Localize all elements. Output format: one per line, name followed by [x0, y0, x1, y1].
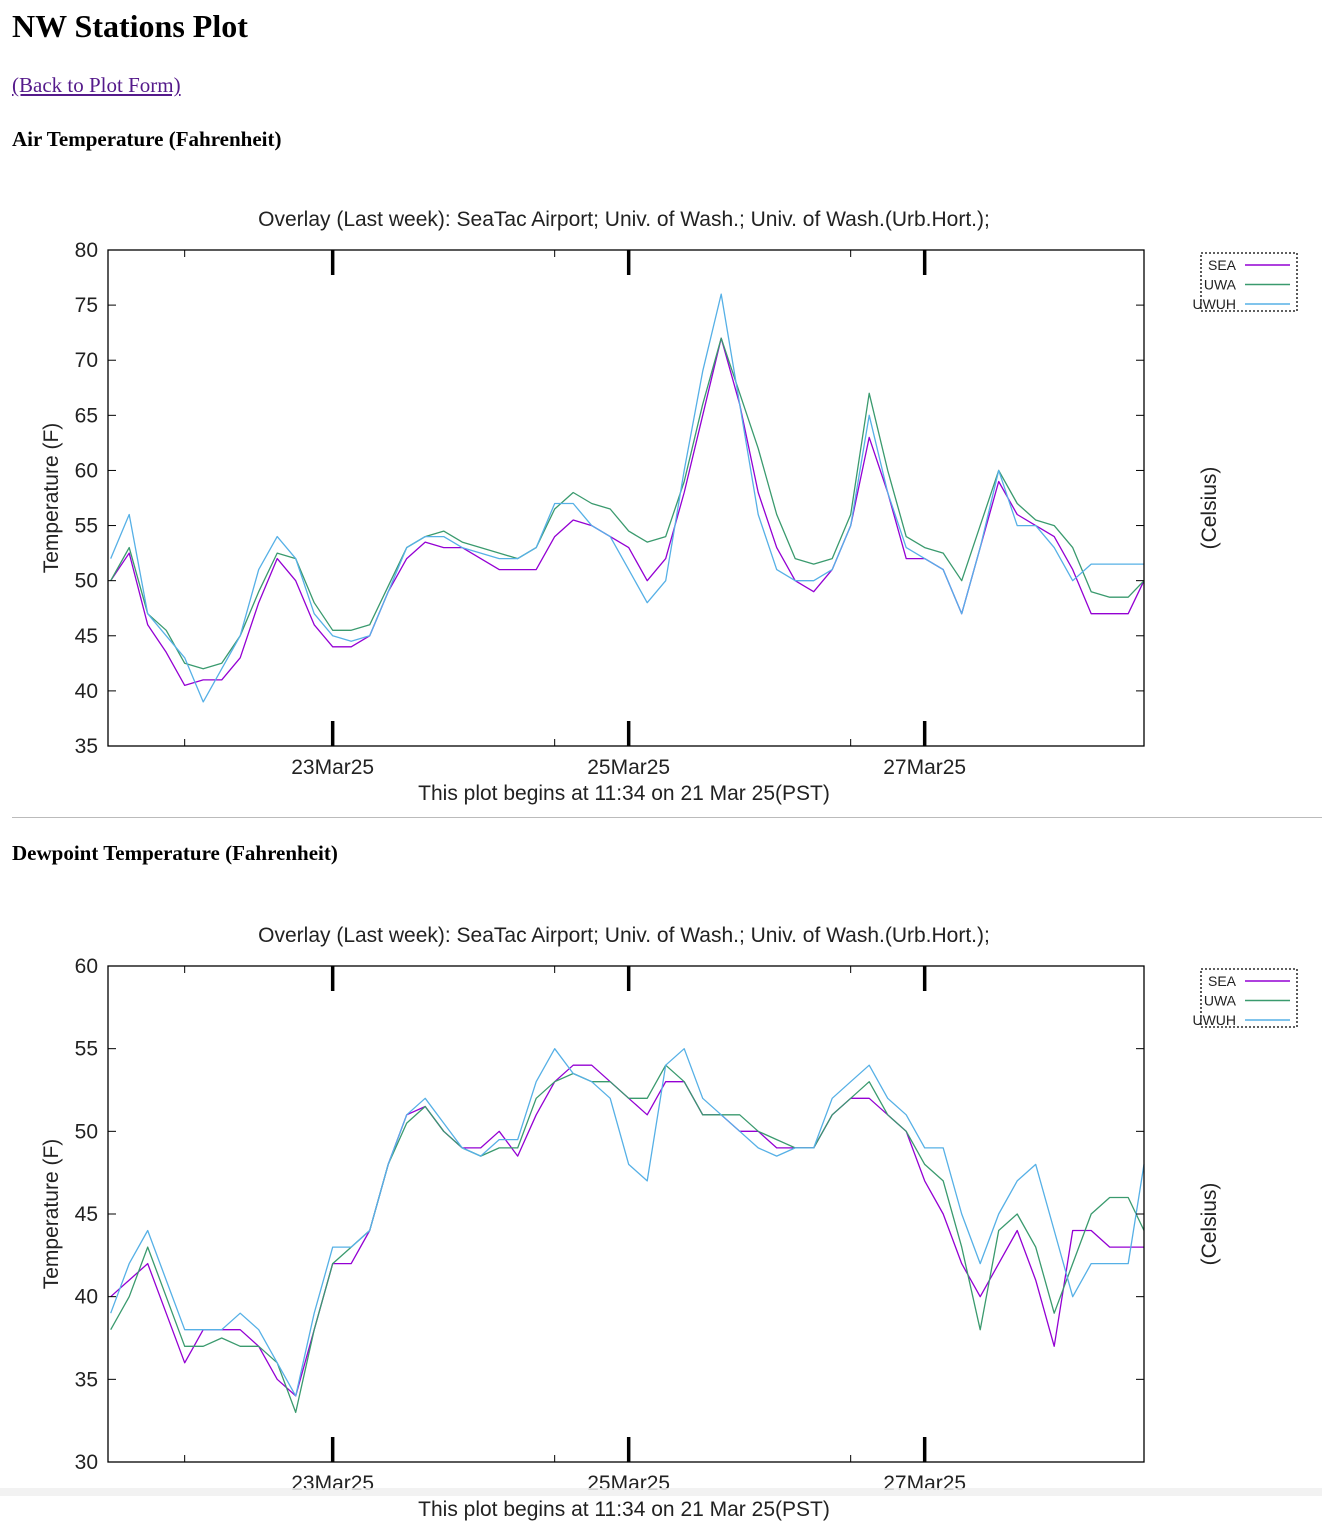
divider	[12, 817, 1322, 818]
y-tick-label: 40	[75, 1286, 98, 1309]
y-axis-label: Temperature (F)	[40, 1139, 63, 1290]
y-tick-label: 65	[75, 404, 98, 427]
viewport-edge	[0, 1488, 1322, 1496]
y-tick-label: 50	[75, 570, 98, 593]
y-tick-label: 30	[75, 1451, 98, 1474]
y-tick-label: 60	[75, 459, 98, 482]
series-line-uwa	[110, 1064, 1145, 1414]
legend-label-uwuh: UWUH	[1192, 296, 1236, 312]
page-title: NW Stations Plot	[12, 8, 248, 44]
y-tick-label: 70	[75, 349, 98, 372]
y-tick-label: 50	[75, 1120, 98, 1143]
y-axis-label: Temperature (F)	[40, 423, 63, 574]
plot-frame	[107, 965, 1145, 1463]
legend-label-uwuh: UWUH	[1192, 1012, 1236, 1028]
legend-label-sea: SEA	[1208, 257, 1237, 273]
plot-frame	[107, 249, 1145, 747]
series-line-uwuh	[110, 293, 1144, 703]
series-line-sea	[110, 1064, 1144, 1397]
y-tick-label: 45	[75, 1203, 98, 1226]
y-tick-label: 55	[75, 515, 98, 538]
legend-box	[1200, 968, 1298, 1028]
y-tick-label: 80	[75, 239, 98, 262]
y-tick-label: 55	[75, 1038, 98, 1061]
plot-begin-note: This plot begins at 11:34 on 21 Mar 25(P…	[418, 1498, 830, 1521]
y-tick-label: 40	[75, 680, 98, 703]
chart-title: Overlay (Last week): SeaTac Airport; Uni…	[258, 924, 990, 947]
back-to-plot-form-link[interactable]: (Back to Plot Form)	[12, 73, 181, 97]
section-heading-dewpoint-temperature: Dewpoint Temperature (Fahrenheit)	[12, 841, 338, 865]
legend-box	[1200, 252, 1298, 312]
y-tick-label: 45	[75, 625, 98, 648]
y2-axis-label: (Celsius)	[1198, 1183, 1221, 1266]
series-line-uwa	[110, 337, 1145, 670]
y-tick-label: 35	[75, 735, 98, 758]
y-tick-label: 75	[75, 294, 98, 317]
chart-title: Overlay (Last week): SeaTac Airport; Uni…	[258, 208, 990, 231]
section-heading-air-temperature: Air Temperature (Fahrenheit)	[12, 127, 282, 151]
legend-label-sea: SEA	[1208, 973, 1237, 989]
legend-label-uwa: UWA	[1204, 993, 1237, 1009]
y-tick-label: 35	[75, 1368, 98, 1391]
x-tick-label: 25Mar25	[587, 756, 670, 779]
x-tick-label: 27Mar25	[883, 756, 966, 779]
x-tick-label: 23Mar25	[291, 756, 374, 779]
legend-label-uwa: UWA	[1204, 277, 1237, 293]
air-temperature-chart: Overlay (Last week): SeaTac Airport; Uni…	[40, 208, 1298, 805]
dewpoint-temperature-chart: Overlay (Last week): SeaTac Airport; Uni…	[40, 924, 1298, 1521]
y-tick-label: 60	[75, 955, 98, 978]
plot-begin-note: This plot begins at 11:34 on 21 Mar 25(P…	[418, 782, 830, 805]
series-line-uwuh	[110, 1048, 1145, 1397]
y2-axis-label: (Celsius)	[1198, 467, 1221, 550]
